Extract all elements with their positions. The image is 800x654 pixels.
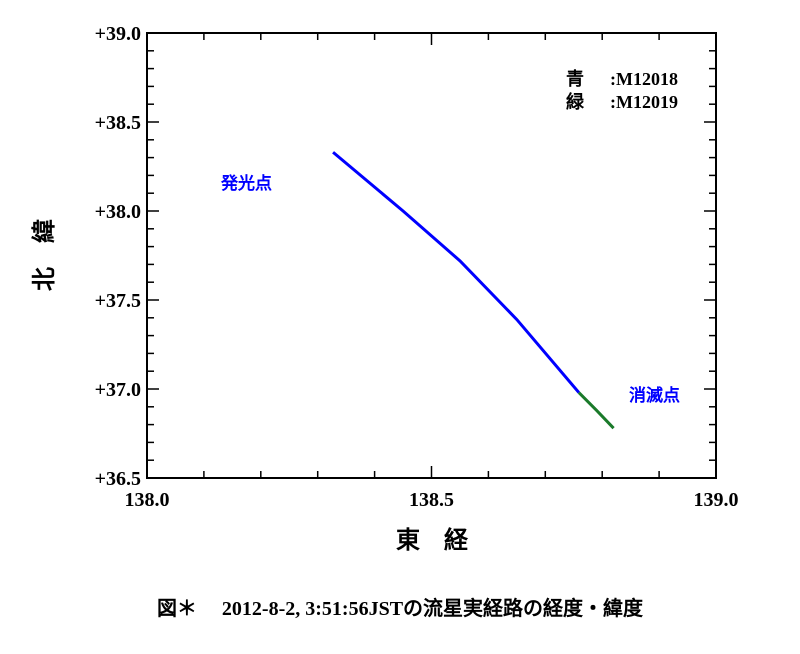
y-axis-label: 北 緯 (30, 219, 58, 291)
legend-value-blue: :M12018 (610, 69, 678, 89)
y-tick-label: +36.5 (95, 468, 141, 490)
series-line-M12019 (577, 391, 615, 430)
legend-label-green: 緑 (566, 91, 585, 112)
y-tick-label: +37.0 (95, 379, 141, 401)
annotation-start-point: 発光点 (220, 173, 272, 194)
y-tick-label: +39.0 (95, 23, 141, 45)
x-tick-label: 138.5 (409, 489, 454, 511)
series-line-M12018 (332, 151, 581, 394)
x-tick-label: 139.0 (694, 489, 739, 511)
x-axis-label: 東 経 (396, 526, 469, 554)
annotation-end-point: 消滅点 (629, 385, 680, 406)
figure-caption: 図＊ 2012-8-2, 3:51:56JSTの流星実経路の経度・緯度 (156, 598, 644, 620)
legend-value-green: :M12019 (610, 92, 678, 112)
y-tick-label: +38.0 (95, 201, 141, 223)
plot-frame (146, 32, 717, 479)
x-tick-label: 138.0 (125, 489, 170, 511)
y-tick-label: +38.5 (95, 112, 141, 134)
y-tick-label: +37.5 (95, 290, 141, 312)
legend-label-blue: 青 (566, 69, 584, 89)
